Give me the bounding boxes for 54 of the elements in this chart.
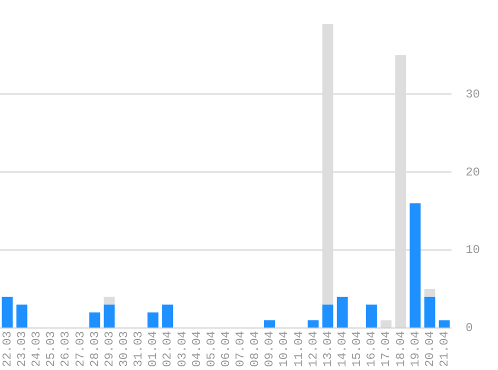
x-tick-label: 09.04 (262, 330, 277, 368)
bar (322, 24, 334, 305)
x-tick-label: 22.03 (0, 330, 14, 368)
x-tick-label: 01.04 (146, 330, 160, 368)
y-tick-label: 20 (466, 165, 480, 180)
x-tick-label: 15.04 (350, 330, 364, 368)
bar (380, 320, 392, 328)
bar (322, 304, 334, 328)
bar (395, 55, 406, 328)
x-tick-label: 06.04 (218, 330, 233, 368)
y-tick-label: 30 (466, 87, 480, 102)
y-tick-label: 0 (466, 321, 473, 336)
x-tick-label: 13.04 (320, 330, 335, 368)
x-tick-label: 21.04 (437, 330, 452, 368)
bar (104, 304, 115, 328)
bar (308, 320, 319, 328)
x-tick-label: 26.03 (58, 330, 73, 368)
x-tick-label: 11.04 (292, 330, 306, 368)
bar (264, 320, 275, 328)
bar (16, 304, 28, 328)
bar (336, 296, 348, 328)
x-tick-label: 25.03 (44, 330, 58, 368)
x-tick-label: 16.04 (364, 330, 379, 368)
x-tick-label: 12.04 (306, 330, 320, 368)
bar (438, 320, 450, 328)
x-tick-label: 27.03 (73, 330, 88, 368)
x-tick-label: 31.03 (132, 330, 146, 368)
x-tick-label: 20.04 (422, 330, 437, 368)
x-tick-label: 28.03 (88, 330, 102, 368)
bar (89, 312, 100, 328)
x-tick-label: 03.04 (175, 330, 190, 368)
x-tick-label: 07.04 (234, 330, 248, 368)
x-tick-label: 14.04 (336, 330, 350, 368)
bar (162, 304, 173, 328)
x-tick-label: 08.04 (248, 330, 262, 368)
x-tick-label: 23.03 (15, 330, 30, 368)
x-tick-label: 04.04 (190, 330, 204, 368)
x-tick-label: 10.04 (277, 330, 292, 368)
x-tick-label: 02.04 (160, 330, 175, 368)
x-tick-label: 30.03 (116, 330, 131, 368)
y-tick-label: 10 (466, 243, 480, 258)
bar (410, 203, 421, 328)
x-tick-label: 17.04 (379, 330, 394, 368)
x-tick-label: 29.03 (102, 330, 116, 368)
bar (148, 312, 158, 328)
x-tick-label: 18.04 (394, 330, 408, 368)
bar (2, 296, 13, 328)
x-tick-label: 05.04 (204, 330, 218, 368)
x-tick-label: 24.03 (30, 330, 44, 368)
x-tick-label: 19.04 (408, 330, 422, 368)
bar (424, 289, 436, 297)
bar (104, 296, 115, 305)
bar (366, 304, 377, 328)
bar (424, 296, 436, 328)
